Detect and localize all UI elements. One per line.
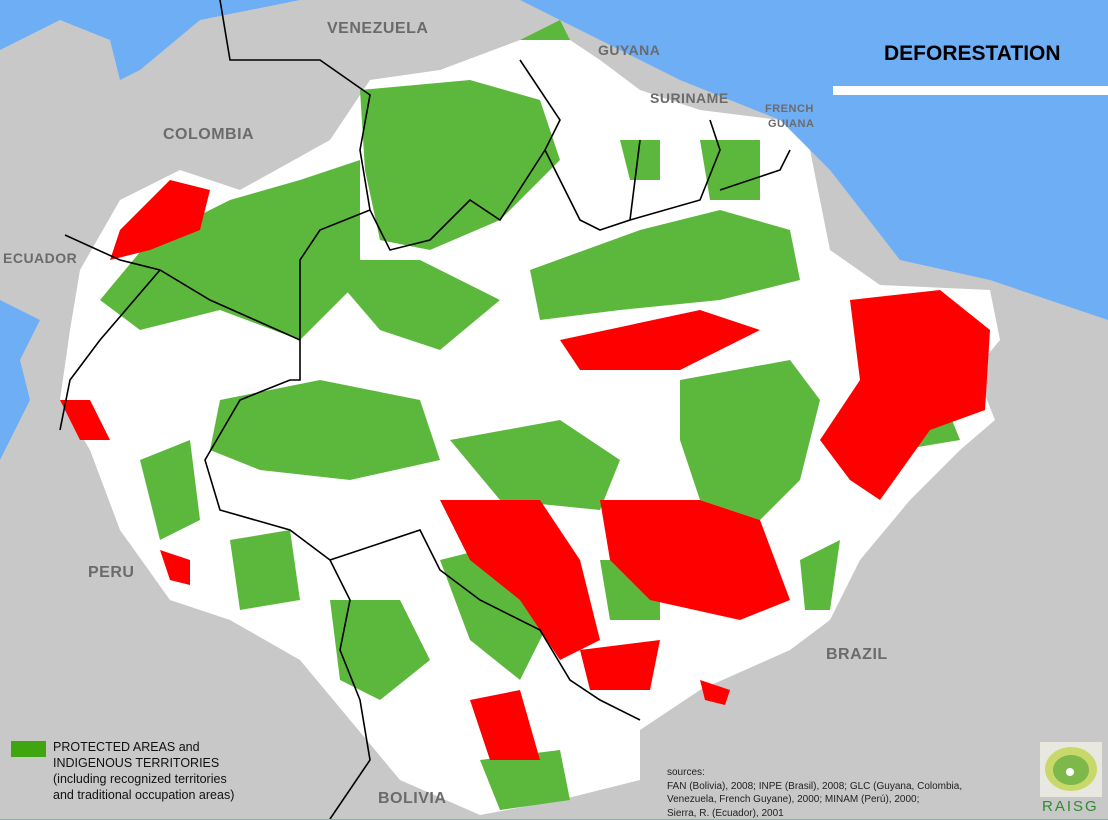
legend-line: INDIGENOUS TERRITORIES [53,755,273,771]
sources-line: Sierra, R. (Ecuador), 2001 [667,807,997,820]
label-suriname: SURINAME [650,90,729,106]
legend-line: (including recognized territories [53,771,273,787]
label-bolivia: BOLIVIA [378,790,446,808]
legend-swatch-protected [11,741,46,757]
label-ecuador: ECUADOR [3,250,77,266]
label-french-guiana-2: GUIANA [768,118,814,130]
legend-text: PROTECTED AREAS and INDIGENOUS TERRITORI… [53,739,273,803]
label-peru: PERU [88,564,134,582]
raisg-logo-text: RAISG [1042,798,1099,815]
label-guyana: GUYANA [598,42,660,58]
map-title: DEFORESTATION [884,42,1061,66]
legend-line: PROTECTED AREAS and [53,739,273,755]
label-venezuela: VENEZUELA [327,20,428,38]
sources-note: sources: FAN (Bolivia), 2008; INPE (Bras… [667,766,997,820]
sources-heading: sources: [667,766,997,780]
label-colombia: COLOMBIA [163,126,254,144]
title-underline [833,86,1108,95]
label-brazil: BRAZIL [826,646,888,664]
label-french-guiana-1: FRENCH [765,103,814,115]
sources-line: Venezuela, French Guyane), 2000; MINAM (… [667,793,997,807]
legend-line: and traditional occupation areas) [53,787,273,803]
sources-line: FAN (Bolivia), 2008; INPE (Brasil), 2008… [667,780,997,794]
